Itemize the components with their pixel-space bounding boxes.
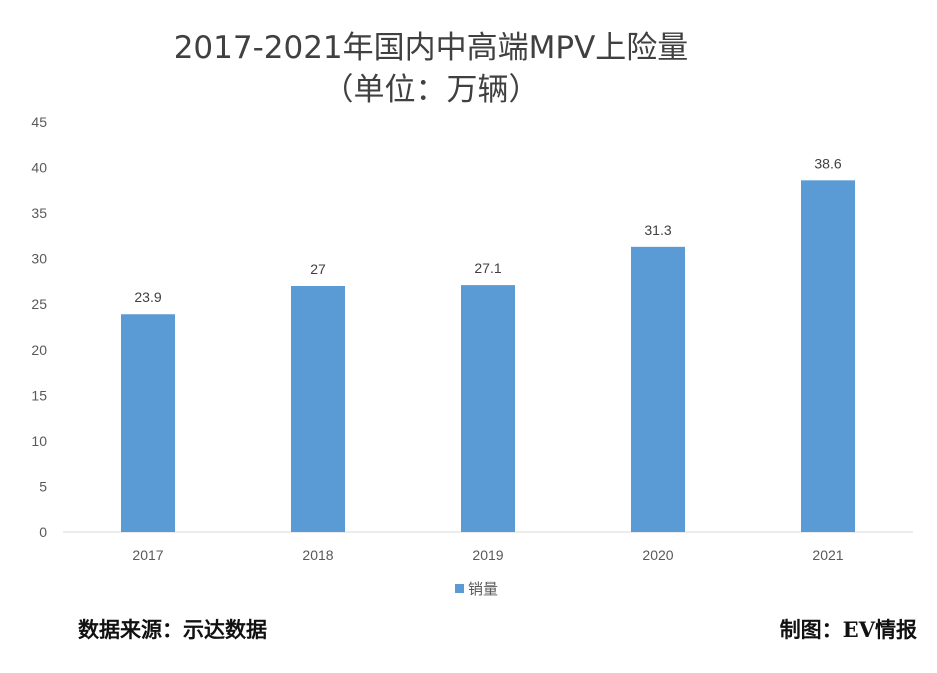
data-label-2017: 23.9 — [134, 289, 161, 305]
y-tick-label: 20 — [31, 342, 47, 358]
bar-2019 — [461, 285, 515, 532]
chart-credit: 制图：EV情报 — [779, 617, 917, 642]
x-tick-label-2017: 2017 — [132, 547, 163, 563]
x-axis-ticks: 2017 2018 2019 2020 2021 — [132, 547, 843, 563]
data-label-2018: 27 — [310, 261, 326, 277]
y-tick-label: 25 — [31, 296, 47, 312]
x-tick-label-2020: 2020 — [642, 547, 673, 563]
legend-swatch — [455, 584, 464, 593]
y-tick-label: 35 — [31, 205, 47, 221]
x-tick-label-2019: 2019 — [472, 547, 503, 563]
y-tick-label: 15 — [31, 387, 47, 403]
data-label-2020: 31.3 — [644, 222, 671, 238]
data-label-2019: 27.1 — [474, 260, 501, 276]
bar-2017 — [121, 314, 175, 532]
y-tick-label: 30 — [31, 251, 47, 267]
x-tick-label-2021: 2021 — [812, 547, 843, 563]
y-tick-label: 0 — [39, 524, 47, 540]
data-source: 数据来源：示达数据 — [78, 617, 267, 642]
bars — [121, 180, 855, 533]
y-axis-ticks: 0 5 10 15 20 25 30 35 40 45 — [31, 114, 47, 540]
x-tick-label-2018: 2018 — [302, 547, 333, 563]
legend-label: 销量 — [468, 580, 499, 598]
y-tick-label: 5 — [39, 478, 47, 494]
chart-subtitle: （单位：万辆） — [322, 72, 540, 108]
bar-2021 — [801, 180, 855, 533]
data-labels: 23.9 27 27.1 31.3 38.6 — [134, 155, 841, 305]
bar-2020 — [631, 246, 685, 533]
y-tick-label: 10 — [31, 433, 47, 449]
data-label-2021: 38.6 — [814, 155, 841, 171]
chart-title: 2017-2021年国内中高端MPV上险量 — [173, 30, 689, 66]
legend: 销量 — [455, 578, 498, 599]
y-tick-label: 40 — [31, 160, 47, 176]
bar-2018 — [291, 286, 345, 532]
y-tick-label: 45 — [31, 114, 47, 130]
